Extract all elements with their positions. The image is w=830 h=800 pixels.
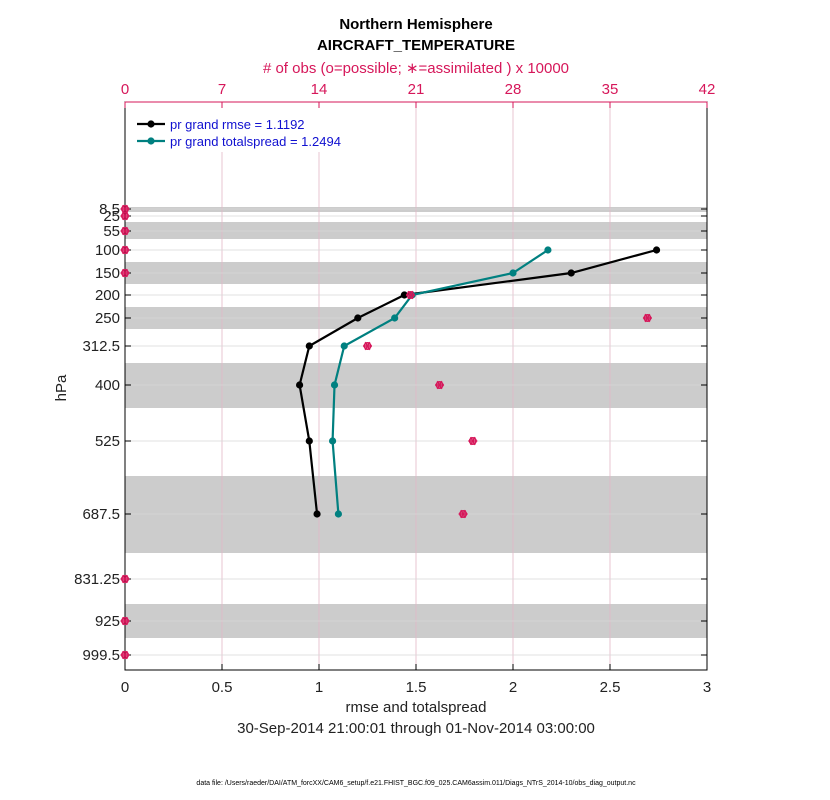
rmse-line	[298, 248, 657, 515]
rmse-point	[313, 510, 321, 518]
totalspread-line	[331, 249, 549, 515]
x-tick-label: 2	[509, 679, 517, 696]
obs-assimilated-marker	[435, 380, 445, 390]
y-tick-label: 55	[103, 223, 120, 240]
y-tick-label: 999.5	[82, 647, 120, 664]
obs-assimilated-marker	[468, 436, 478, 446]
y-tick-label: 200	[95, 287, 120, 304]
x-tick-label: 0	[121, 679, 129, 696]
x-tick-label: 2.5	[600, 679, 621, 696]
obs-assimilated-marker	[363, 341, 372, 351]
legend-box	[131, 108, 381, 152]
obs-assimilated-marker	[120, 574, 130, 584]
y-tick-label: 250	[95, 310, 120, 327]
rmse-point	[305, 342, 313, 350]
rmse-point	[400, 291, 408, 299]
y-tick-label: 831.25	[74, 571, 120, 588]
obs-assimilated-marker	[120, 226, 130, 236]
y-tick-label: 25	[103, 208, 120, 225]
obs-assimilated-marker	[120, 204, 130, 214]
data-series	[296, 246, 661, 518]
rmse-point	[567, 269, 575, 277]
totalspread-point	[340, 342, 348, 350]
totalspread-point	[328, 437, 337, 445]
obs-assimilated-marker	[405, 290, 415, 300]
top-tick-label: 21	[408, 81, 425, 98]
y-tick-label: 150	[95, 265, 120, 282]
x-tick-label: 3	[703, 679, 711, 696]
obs-assimilated-marker	[120, 650, 130, 660]
legend: pr grand rmse = 1.1192 pr grand totalspre…	[131, 108, 381, 152]
rmse-point	[652, 246, 661, 254]
y-tick-label: 312.5	[82, 338, 120, 355]
legend-swatch-marker	[147, 120, 155, 128]
legend-totalspread: pr grand totalspread = 1.2494	[170, 134, 341, 149]
totalspread-point	[330, 381, 339, 389]
y-tick-label: 525	[95, 433, 120, 450]
y-axis-label: hPa	[53, 374, 70, 401]
x-tick-label: 1	[315, 679, 323, 696]
data-file-note: data file: /Users/raeder/DAI/ATM_forcXX/…	[196, 780, 636, 787]
y-tick-label: 925	[95, 613, 120, 630]
totalspread-point	[334, 510, 342, 518]
y-tick-label: 8.5	[99, 201, 120, 218]
top-tick-label: 0	[121, 81, 129, 98]
x-tick-label: 0.5	[212, 679, 233, 696]
obs-assimilated-marker	[458, 509, 468, 519]
top-tick-label: 14	[311, 81, 328, 98]
y-tick-label: 100	[95, 242, 120, 259]
top-tick-label: 35	[602, 81, 619, 98]
grid-lines	[125, 102, 707, 670]
totalspread-point	[544, 246, 552, 254]
top-tick-label: 28	[505, 81, 522, 98]
top-axis-label: # of obs (o=possible; ∗=assimilated ) x …	[263, 60, 569, 77]
obs-assimilated-marker	[120, 245, 130, 255]
chart-title: Northern Hemisphere	[339, 16, 492, 33]
rmse-point	[354, 314, 362, 322]
legend-rmse: pr grand rmse = 1.1192	[170, 117, 305, 132]
y-tick-label: 400	[95, 377, 120, 394]
obs-assimilated-marker	[120, 211, 130, 221]
totalspread-point	[391, 314, 399, 322]
legend-swatch-marker	[147, 137, 155, 145]
top-tick-label: 7	[218, 81, 226, 98]
obs-assimilated-marker	[642, 313, 652, 323]
y-tick-label: 687.5	[82, 506, 120, 523]
obs-assimilated-marker	[120, 616, 130, 626]
x-tick-label: 1.5	[406, 679, 427, 696]
obs-assimilated-marker	[120, 268, 130, 278]
x-axis-label: rmse and totalspread	[346, 699, 487, 716]
totalspread-point	[509, 269, 517, 277]
rmse-point	[305, 437, 313, 445]
chart-subtitle: AIRCRAFT_TEMPERATURE	[317, 37, 515, 54]
date-range: 30-Sep-2014 21:00:01 through 01-Nov-2014…	[237, 720, 595, 737]
top-tick-label: 42	[699, 81, 716, 98]
obs-counts	[120, 204, 652, 660]
rmse-point	[296, 381, 304, 389]
